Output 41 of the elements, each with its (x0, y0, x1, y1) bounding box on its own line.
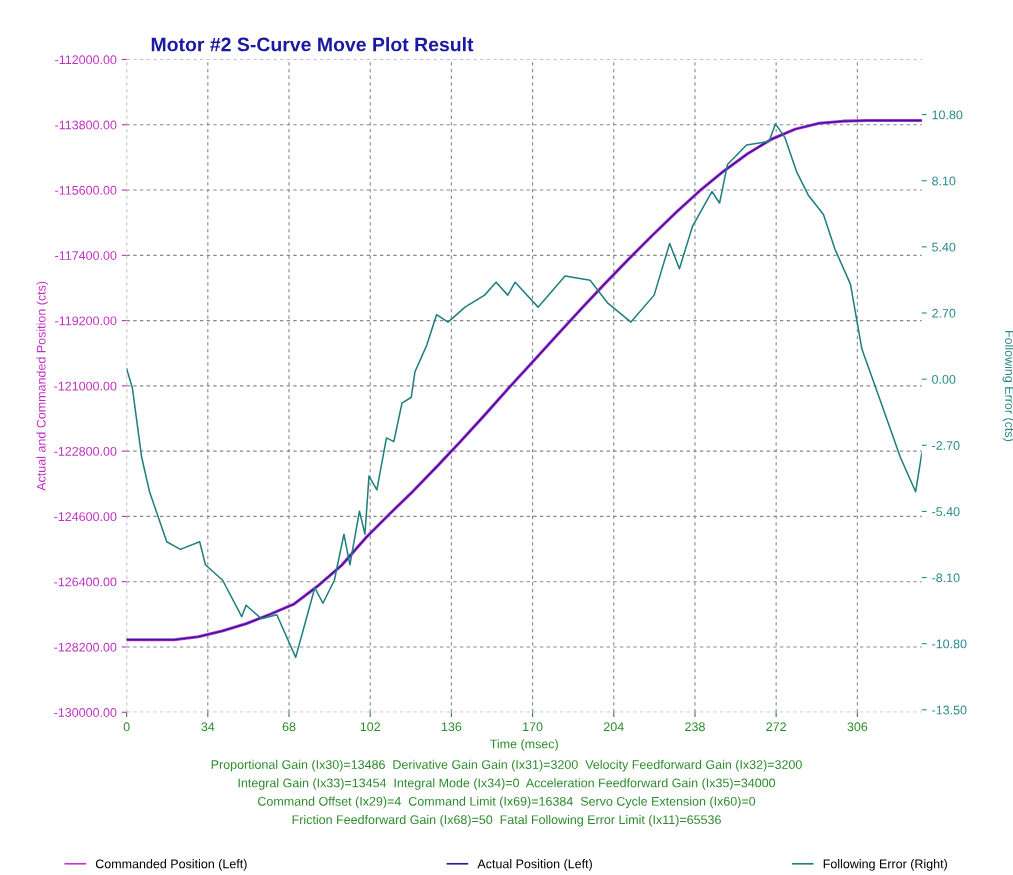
legend-label: Following Error (Right) (823, 859, 947, 871)
x-tick-label: 102 (360, 722, 380, 732)
x-tick-label: 68 (282, 722, 296, 732)
y-tick-label: -117400.00 (55, 251, 117, 260)
y-tick-label: -128200.00 (54, 642, 117, 652)
text: Command Offset (Ix29)=4 Command Limit (Ix69)=16384 Servo Cycle Extension (Ix60)=0 (258, 796, 756, 809)
y-tick-label: -124600.00 (54, 512, 117, 522)
text: Integral Gain (Ix33)=13454 Integral Mode (Ix34)=0 Acceleration Feedforward Gain (Ix35)=34000 (238, 778, 776, 790)
text: Friction Feedforward Gain (Ix68)=50 Fatal Following Error Limit (Ix11)=65536 (292, 814, 721, 827)
y2-tick-label: -8.10 (932, 573, 960, 583)
y2-tick-label: -10.80 (932, 639, 967, 649)
legend-label: Commanded Position (Left) (95, 859, 247, 871)
text: Proportional Gain (Ix30)=13486 Derivative Gain Gain (Ix31)=3200 Velocity Feedforward Gain (Ix32)=3200 (211, 759, 802, 772)
y2-tick-label: 8.10 (932, 176, 956, 186)
y2-tick-label: -13.50 (932, 705, 967, 715)
y-tick-label: -113800.00 (55, 120, 117, 130)
y2-tick-label: 2.70 (932, 308, 956, 318)
x-tick-label: 34 (201, 722, 215, 732)
y2-tick-label: 10.80 (932, 110, 963, 120)
x-tick-label: 170 (523, 722, 543, 732)
x-axis-title: Time (msec) (490, 739, 558, 751)
y-tick-label: -121000.00 (54, 381, 117, 391)
chart-title: Motor #2 S-Curve Move Plot Result (151, 37, 474, 52)
x-tick-label: 0 (123, 722, 130, 732)
y-tick-label: -126400.00 (54, 577, 117, 587)
x-tick-label: 238 (685, 722, 705, 732)
x-tick-label: 136 (441, 722, 462, 732)
x-tick-label: 306 (847, 722, 868, 732)
y2-tick-label: -2.70 (932, 441, 960, 450)
y-axis-title: Actual and Commanded Position (cts) (36, 281, 49, 491)
y2-tick-label: 0.00 (932, 374, 956, 384)
y-tick-label: -122800.00 (54, 446, 117, 456)
y2-tick-label: -5.40 (932, 507, 960, 517)
legend-label: Actual Position (Left) (477, 859, 592, 871)
y-tick-label: -130000.00 (54, 708, 117, 717)
y2-tick-label: 5.40 (932, 242, 956, 252)
x-tick-label: 204 (603, 722, 624, 732)
y-tick-label: -119200.00 (55, 316, 117, 326)
x-tick-label: 272 (766, 722, 786, 732)
y-tick-label: -115600.00 (55, 185, 117, 195)
y-tick-label: -112000.00 (55, 55, 117, 65)
